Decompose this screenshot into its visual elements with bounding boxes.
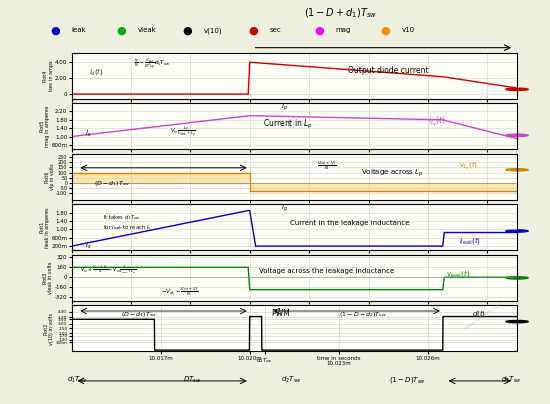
- Text: Voltage across the leakage inductance: Voltage across the leakage inductance: [258, 268, 394, 274]
- Text: mag: mag: [336, 27, 351, 33]
- Text: $I_p$: $I_p$: [281, 202, 288, 214]
- Text: $(1-D-d_2)T_{sw}$: $(1-D-d_2)T_{sw}$: [339, 309, 387, 319]
- Text: $d(t)$: $d(t)$: [472, 308, 487, 319]
- Circle shape: [506, 88, 528, 90]
- Text: $I_s$: $I_s$: [85, 128, 91, 139]
- Y-axis label: Plot2
v(10) in volts: Plot2 v(10) in volts: [43, 312, 54, 345]
- Circle shape: [506, 277, 528, 279]
- Text: $-V_{dc} - \frac{V_{out}+V_f}{N}$: $-V_{dc} - \frac{V_{out}+V_f}{N}$: [161, 285, 198, 298]
- Y-axis label: Plot1
ileak in amperes: Plot1 ileak in amperes: [39, 207, 50, 248]
- Text: ●: ●: [116, 25, 126, 35]
- Text: $d_2T_{sw}$: $d_2T_{sw}$: [281, 375, 302, 385]
- Text: Output diode current: Output diode current: [348, 66, 428, 75]
- Y-axis label: Plot6
vlp in volts: Plot6 vlp in volts: [44, 163, 55, 190]
- Text: $v_{leak}(t)$: $v_{leak}(t)$: [446, 268, 470, 279]
- Text: $\frac{I_p}{N} - \frac{V_{out}}{N^2 L_p} d_s T_{sw}$: $\frac{I_p}{N} - \frac{V_{out}}{N^2 L_p}…: [134, 56, 170, 72]
- Text: $d_1T_{sw}$: $d_1T_{sw}$: [501, 375, 522, 385]
- Text: v(10): v(10): [204, 27, 222, 34]
- Text: $(1-D)T_{sw}$: $(1-D)T_{sw}$: [389, 375, 425, 385]
- Text: sec: sec: [270, 27, 281, 33]
- Text: $(1-D+d_1)T_{sw}$: $(1-D+d_1)T_{sw}$: [305, 6, 377, 20]
- Text: ●: ●: [248, 25, 258, 35]
- Text: $i_{leak}(t)$: $i_{leak}(t)$: [459, 234, 481, 246]
- Text: Current in the leakage inductance: Current in the leakage inductance: [290, 220, 409, 226]
- Text: $v_{L_p}(t)$: $v_{L_p}(t)$: [459, 159, 478, 173]
- Y-axis label: Plot5
imag in amperes: Plot5 imag in amperes: [39, 105, 50, 147]
- Text: $DT_{sw}$: $DT_{sw}$: [183, 375, 202, 385]
- Text: $I_s$: $I_s$: [85, 240, 91, 251]
- Text: $\frac{V_{out}+V_f}{N}$: $\frac{V_{out}+V_f}{N}$: [317, 159, 337, 172]
- Y-axis label: Plot3
vleak in volts: Plot3 vleak in volts: [43, 262, 53, 294]
- Text: $i_d(t)$: $i_d(t)$: [89, 66, 104, 77]
- Y-axis label: Plot4
isec in amps: Plot4 isec in amps: [43, 60, 54, 91]
- Text: Current in $L_p$: Current in $L_p$: [263, 118, 313, 130]
- Text: vleak: vleak: [138, 27, 156, 33]
- Text: $V_{in} \frac{L_p}{L_{leak}+L_p}$: $V_{in} \frac{L_p}{L_{leak}+L_p}$: [169, 124, 195, 139]
- Text: $d_1T_{sw}$: $d_1T_{sw}$: [67, 375, 87, 385]
- Text: $i_{L_p}(t)$: $i_{L_p}(t)$: [428, 115, 446, 129]
- Text: leak: leak: [72, 27, 86, 33]
- Text: ●: ●: [314, 25, 324, 35]
- Text: $(D-d_1)T_{sw}$: $(D-d_1)T_{sw}$: [120, 309, 156, 319]
- Circle shape: [506, 134, 528, 137]
- Text: ●: ●: [380, 25, 390, 35]
- Circle shape: [506, 168, 528, 171]
- Text: $I_p$: $I_p$: [281, 101, 288, 113]
- Text: Voltage across $L_p$: Voltage across $L_p$: [361, 167, 424, 179]
- Text: $V_{in}+\frac{V_{out}+V_f}{N} - V_{in}\frac{L_{leak}}{L_{leak}+L_p}$: $V_{in}+\frac{V_{out}+V_f}{N} - V_{in}\f…: [80, 264, 137, 276]
- Text: It takes $d_1T_{sw}$
for $i_{leak}$ to reach $I_s$: It takes $d_1T_{sw}$ for $i_{leak}$ to r…: [103, 213, 151, 232]
- Text: ●: ●: [182, 25, 192, 35]
- Text: v10: v10: [402, 27, 415, 33]
- Text: $(D-d_1)T_{sw}$: $(D-d_1)T_{sw}$: [94, 179, 130, 188]
- Text: www.slectro.com: www.slectro.com: [464, 300, 504, 330]
- Text: ●: ●: [50, 25, 60, 35]
- Circle shape: [506, 320, 528, 323]
- Text: PWM: PWM: [272, 309, 290, 318]
- Circle shape: [506, 230, 528, 232]
